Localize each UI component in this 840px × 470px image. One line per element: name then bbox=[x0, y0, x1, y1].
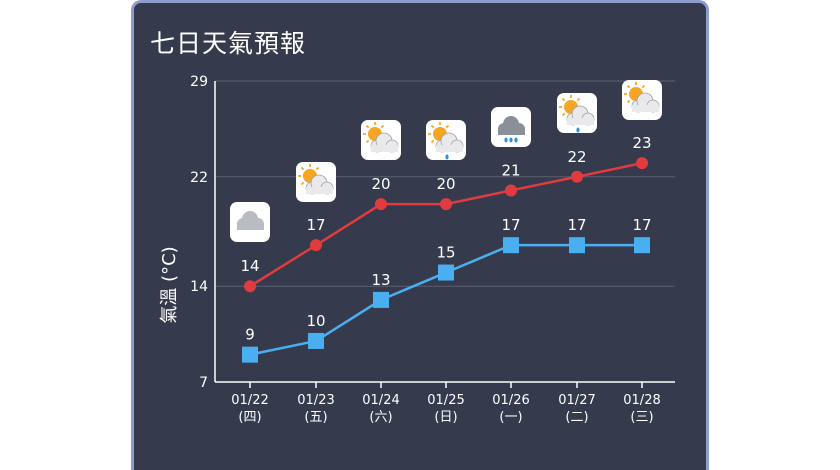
y-tick-label: 7 bbox=[199, 375, 208, 391]
rain-drop bbox=[445, 154, 449, 160]
sun-ray bbox=[300, 181, 305, 186]
high-temp-point bbox=[440, 198, 452, 211]
sun-ray bbox=[315, 166, 320, 171]
forecast-card bbox=[131, 0, 709, 470]
sun-ray bbox=[430, 139, 435, 144]
cloud-base bbox=[632, 105, 659, 112]
x-tick-weekday: (日) bbox=[434, 410, 457, 425]
sun-ray bbox=[561, 97, 566, 102]
sun-ray bbox=[365, 124, 370, 129]
high-temp-point bbox=[375, 198, 387, 211]
high-temp-point bbox=[571, 170, 583, 183]
high-temp-label: 20 bbox=[371, 175, 390, 193]
y-tick-label: 29 bbox=[190, 74, 208, 90]
sun-ray bbox=[561, 112, 566, 117]
low-temp-point bbox=[373, 291, 389, 308]
y-axis-label: 氣溫 (°C) bbox=[159, 246, 180, 323]
low-temp-point bbox=[242, 346, 258, 363]
sun-ray bbox=[641, 84, 646, 89]
x-tick-weekday: (一) bbox=[499, 410, 522, 425]
chart-title: 七日天氣預報 bbox=[150, 29, 307, 58]
cloud-base bbox=[306, 187, 333, 194]
high-temp-label: 23 bbox=[632, 134, 651, 152]
low-temp-label: 13 bbox=[371, 271, 390, 289]
high-temp-label: 20 bbox=[436, 175, 455, 193]
sun-ray bbox=[445, 124, 450, 129]
rain-drop bbox=[514, 137, 518, 143]
high-temp-label: 21 bbox=[501, 161, 520, 179]
rain-drop bbox=[576, 127, 580, 133]
partly-cloudy-rain-icon bbox=[557, 93, 597, 133]
sun-ray bbox=[626, 84, 631, 89]
low-temp-point bbox=[634, 237, 650, 254]
y-axis: 7 14 22 29 bbox=[190, 74, 208, 391]
rain-cloud-icon bbox=[491, 107, 531, 147]
sun-ray bbox=[626, 99, 631, 104]
partly-cloudy-rain-icon bbox=[426, 120, 466, 160]
y-tick-label: 22 bbox=[190, 170, 208, 186]
x-axis: 01/22 (四) 01/23 (五) 01/24 (六) 01/25 (日) 01/26 (一)… bbox=[231, 382, 661, 425]
x-tick-date: 01/28 bbox=[623, 393, 660, 408]
high-temp-label: 14 bbox=[240, 257, 259, 275]
rain-drop bbox=[509, 137, 513, 143]
sun-ray bbox=[380, 124, 385, 129]
x-tick-date: 01/23 bbox=[297, 393, 334, 408]
sun-ray bbox=[576, 97, 581, 102]
high-temp-label: 22 bbox=[567, 148, 586, 166]
sun-ray bbox=[365, 139, 370, 144]
cloud-base bbox=[436, 145, 463, 152]
x-tick-weekday: (五) bbox=[304, 410, 327, 425]
x-tick-weekday: (二) bbox=[565, 410, 588, 425]
partly-cloudy-icon bbox=[296, 162, 336, 202]
low-temp-label: 9 bbox=[245, 326, 255, 344]
sun-ray bbox=[300, 166, 305, 171]
high-temp-point bbox=[244, 280, 256, 293]
high-temp-label: 17 bbox=[306, 216, 325, 234]
low-temp-label: 17 bbox=[501, 216, 520, 234]
cloud-base bbox=[237, 223, 264, 230]
cloud-base bbox=[498, 128, 525, 135]
partly-cloudy-icon bbox=[622, 80, 662, 120]
x-tick-date: 01/27 bbox=[558, 393, 595, 408]
low-temp-point bbox=[438, 264, 454, 281]
data-markers bbox=[242, 157, 650, 363]
high-temp-point bbox=[310, 239, 322, 252]
low-temp-label: 17 bbox=[567, 216, 586, 234]
low-temp-label: 15 bbox=[436, 244, 455, 262]
high-temp-point bbox=[505, 184, 517, 197]
low-temp-point bbox=[503, 237, 519, 254]
cloudy-icon bbox=[230, 202, 270, 242]
x-tick-date: 01/22 bbox=[231, 393, 268, 408]
weather-icons bbox=[230, 80, 662, 242]
x-tick-date: 01/25 bbox=[427, 393, 464, 408]
sun-ray bbox=[430, 124, 435, 129]
x-tick-weekday: (三) bbox=[630, 410, 653, 425]
x-tick-weekday: (六) bbox=[369, 410, 392, 425]
data-labels: 14 17 20 20 21 22 23 9 10 13 15 17 17 17 bbox=[240, 134, 651, 344]
x-tick-weekday: (四) bbox=[238, 410, 261, 425]
x-tick-date: 01/24 bbox=[362, 393, 399, 408]
low-temp-label: 10 bbox=[306, 312, 325, 330]
grid bbox=[214, 80, 675, 383]
partly-cloudy-icon bbox=[361, 120, 401, 160]
cloud-base bbox=[567, 118, 594, 125]
low-temp-point bbox=[308, 332, 324, 349]
y-tick-label: 14 bbox=[190, 279, 208, 295]
low-temp-point bbox=[569, 237, 585, 254]
rain-drop bbox=[504, 137, 508, 143]
low-temp-label: 17 bbox=[632, 216, 651, 234]
cloud-base bbox=[371, 145, 398, 152]
x-tick-date: 01/26 bbox=[492, 393, 529, 408]
high-temp-point bbox=[636, 157, 648, 170]
